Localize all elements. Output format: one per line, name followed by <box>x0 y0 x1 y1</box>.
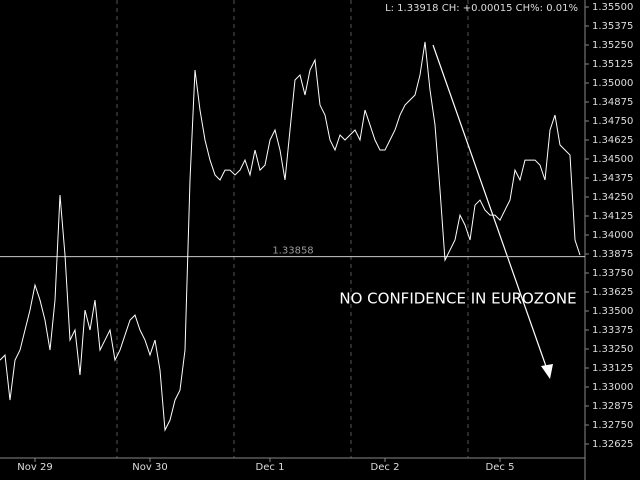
annotation: NO CONFIDENCE IN EUROZONE <box>339 290 576 308</box>
annotation-arrow <box>432 44 553 379</box>
y-tick-label: 1.34125 <box>592 211 633 222</box>
price-line-label: 1.33858 <box>272 246 313 257</box>
y-tick-label: 1.33750 <box>592 268 633 279</box>
y-tick-label: 1.35000 <box>592 78 633 89</box>
x-tick-label: Nov 29 <box>17 462 52 473</box>
y-tick-label: 1.34500 <box>592 154 633 165</box>
y-tick-label: 1.34875 <box>592 97 633 108</box>
y-tick-label: 1.33875 <box>592 249 633 260</box>
y-tick-label: 1.32750 <box>592 420 633 431</box>
y-tick-label: 1.35125 <box>592 59 633 70</box>
x-tick-label: Dec 5 <box>486 462 515 473</box>
y-tick-label: 1.33375 <box>592 325 633 336</box>
y-tick-label: 1.33500 <box>592 306 633 317</box>
price-line-series <box>0 41 581 432</box>
y-tick-label: 1.34000 <box>592 230 633 241</box>
y-tick-label: 1.34625 <box>592 135 633 146</box>
y-tick-label: 1.35375 <box>592 21 633 32</box>
y-tick-label: 1.34750 <box>592 116 633 127</box>
y-tick-label: 1.33625 <box>592 287 633 298</box>
x-tick-label: Dec 2 <box>371 462 400 473</box>
y-tick-label: 1.34375 <box>592 173 633 184</box>
x-tick-label: Dec 1 <box>256 462 285 473</box>
y-tick-label: 1.33250 <box>592 344 633 355</box>
y-tick-label: 1.33000 <box>592 382 633 393</box>
y-tick-label: 1.35500 <box>592 2 633 13</box>
y-tick-label: 1.32875 <box>592 401 633 412</box>
arrow-line <box>432 44 549 373</box>
y-tick-label: 1.33125 <box>592 363 633 374</box>
arrow-head <box>541 364 553 379</box>
header: L: 1.33918 CH: +0.00015 CH%: 0.01% <box>385 3 578 14</box>
y-tick-label: 1.35250 <box>592 40 633 51</box>
session-separators <box>116 0 469 458</box>
x-tick-label: Nov 30 <box>132 462 167 473</box>
y-tick-label: 1.34250 <box>592 192 633 203</box>
y-tick-label: 1.32625 <box>592 439 633 450</box>
